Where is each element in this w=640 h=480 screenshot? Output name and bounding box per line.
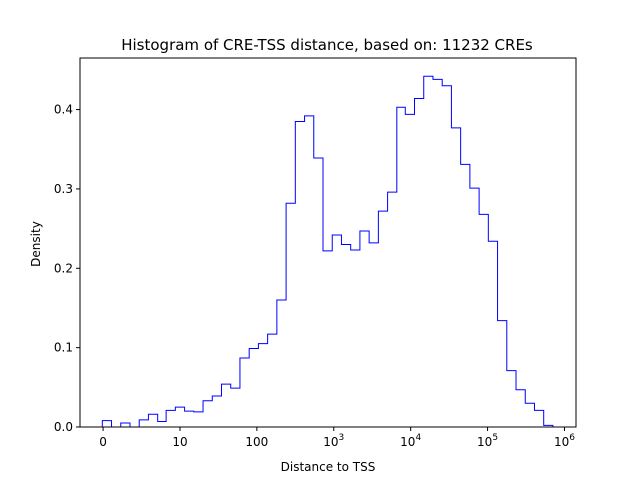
x-tick-label: 100 [245,435,268,449]
x-tick-label: 0 [99,435,107,449]
x-tick-label: 103 [323,433,344,449]
axes-frame [79,57,577,428]
histogram-outline [101,75,554,428]
y-tick-label: 0.3 [54,182,73,196]
x-axis-label: Distance to TSS [281,460,376,474]
plot-area [79,57,577,428]
y-tick-label: 0.4 [54,103,73,117]
x-tick-label: 104 [400,433,421,449]
y-tick-label: 0.2 [54,261,73,275]
y-axis: 0.0 0.1 0.2 0.3 0.4 [54,103,80,434]
y-tick-label: 0.0 [54,420,73,434]
x-tick-label: 10 [172,435,187,449]
y-axis-label: Density [29,221,43,267]
chart-title: Histogram of CRE-TSS distance, based on:… [121,36,533,54]
x-tick-label: 105 [477,433,498,449]
x-axis: 0 10 100 103 104 105 106 [99,427,575,449]
y-tick-label: 0.1 [54,341,73,355]
x-tick-label: 106 [554,433,575,449]
